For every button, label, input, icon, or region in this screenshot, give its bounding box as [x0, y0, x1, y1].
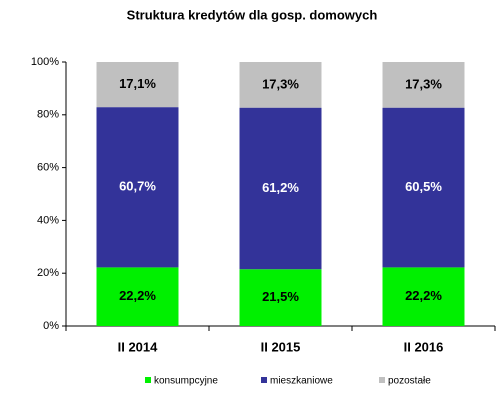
legend-swatch [261, 377, 267, 383]
bar-segment [382, 267, 465, 326]
y-tick-label: 80% [37, 109, 59, 121]
legend-swatch [379, 377, 385, 383]
bar-segment [239, 269, 322, 326]
bar-segment [96, 267, 179, 326]
y-tick-label: 60% [37, 162, 59, 174]
x-tick-label: II 2014 [118, 339, 159, 354]
data-label: 17,1% [119, 76, 156, 91]
legend-label: konsumpcyjne [154, 376, 218, 387]
bar-segment [382, 107, 465, 268]
y-tick-label: 40% [37, 214, 59, 226]
bar-segment [96, 62, 179, 108]
y-tick-label: 0% [43, 320, 59, 332]
y-tick-label: 100% [31, 56, 59, 68]
data-label: 17,3% [405, 76, 442, 91]
data-label: 22,2% [119, 288, 156, 303]
data-label: 22,2% [405, 288, 442, 303]
data-label: 60,5% [405, 179, 442, 194]
bar-segment [239, 107, 322, 270]
bar-segment [239, 62, 322, 108]
legend-label: mieszkaniowe [270, 376, 333, 387]
data-label: 60,7% [119, 179, 156, 194]
data-label: 61,2% [262, 180, 299, 195]
chart-title: Struktura kredytów dla gosp. domowych [127, 7, 378, 22]
y-tick-label: 20% [37, 267, 59, 279]
legend-label: pozostałe [388, 376, 431, 387]
data-label: 17,3% [262, 76, 299, 91]
legend-swatch [145, 377, 151, 383]
bar-segment [382, 62, 465, 108]
data-label: 21,5% [262, 289, 299, 304]
x-tick-label: II 2016 [404, 339, 444, 354]
x-tick-label: II 2015 [261, 339, 301, 354]
bar-segment [96, 107, 179, 268]
